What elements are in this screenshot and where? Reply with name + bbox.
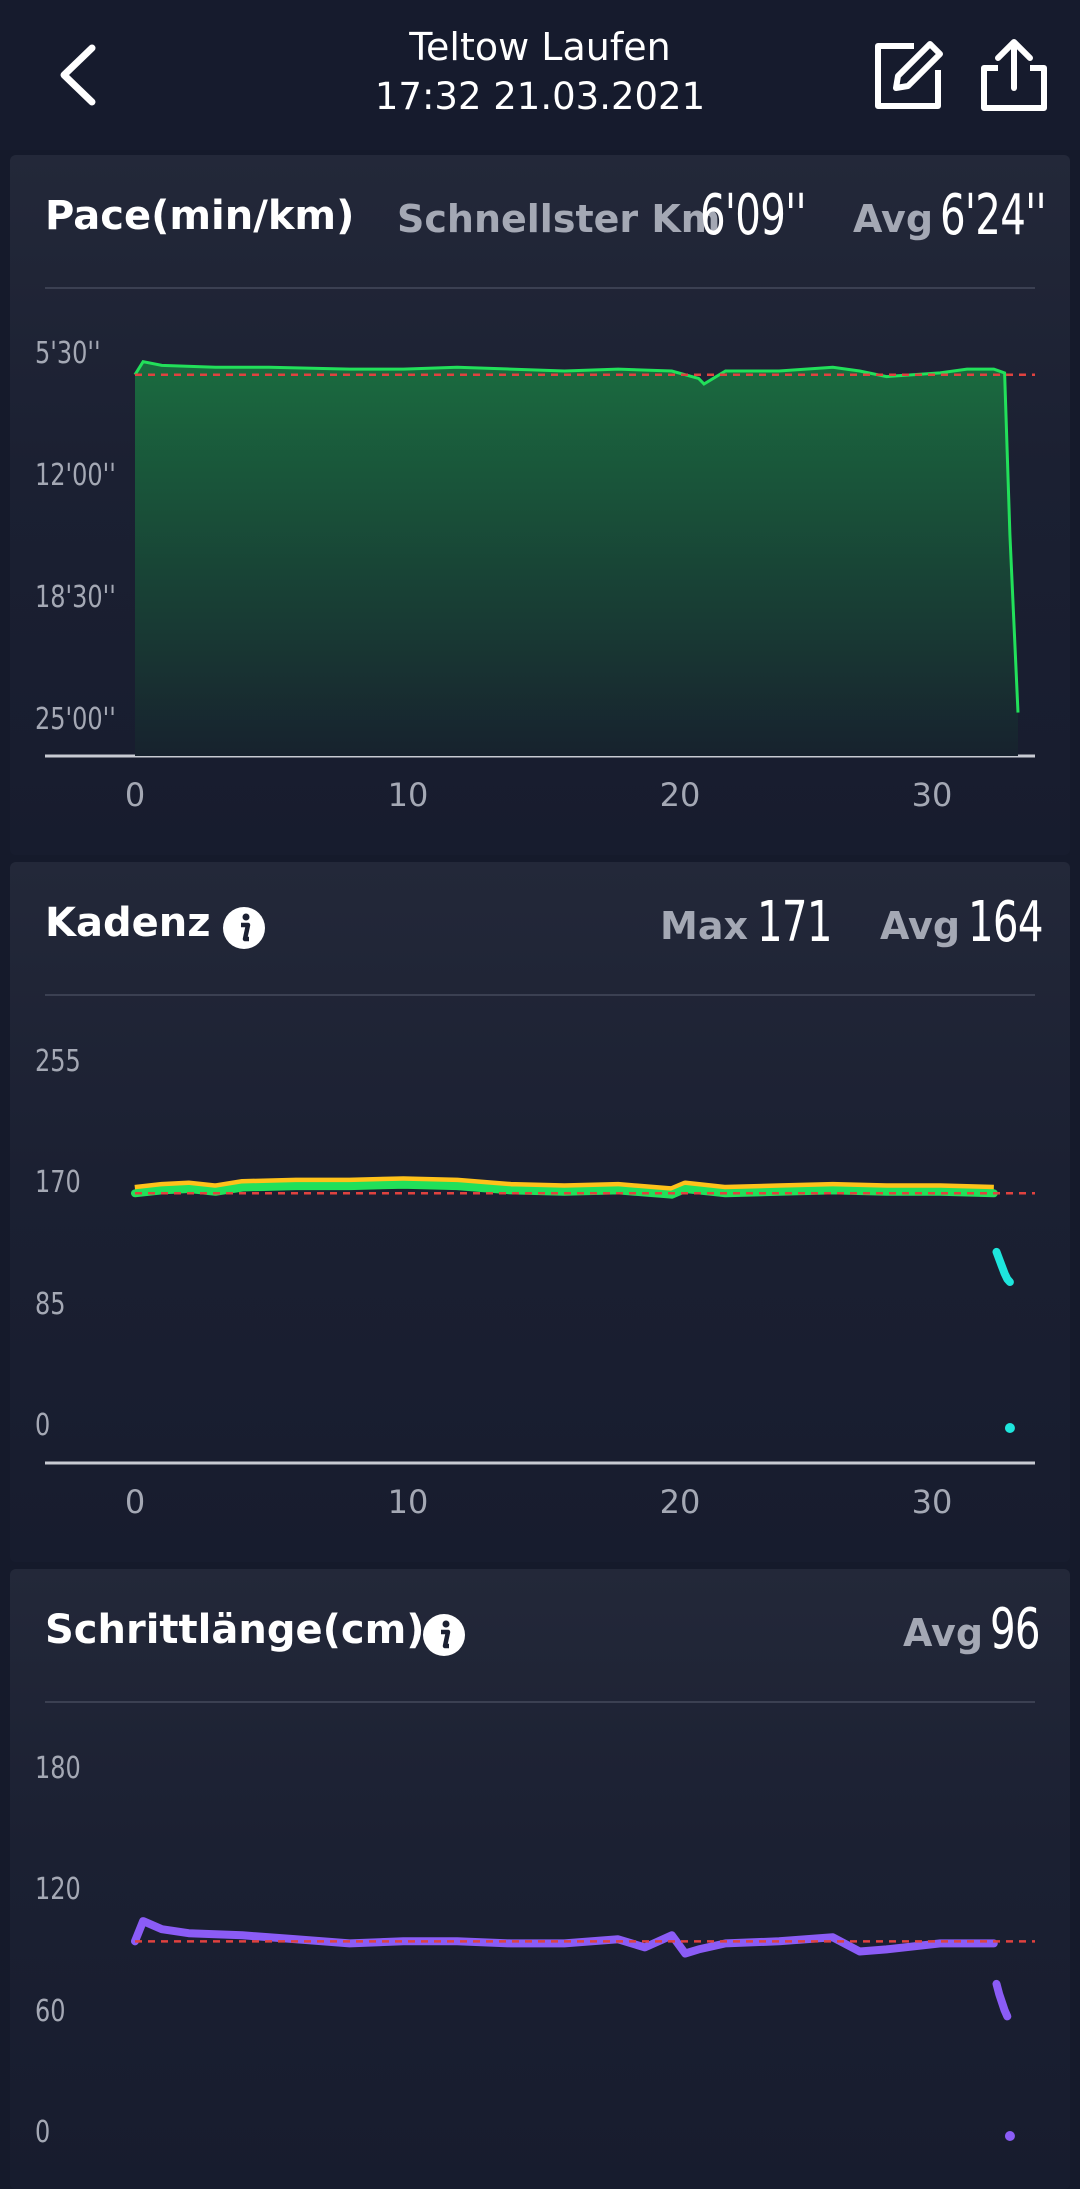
pace-x-tick: 0: [124, 776, 146, 814]
pace-y-tick: 18'30'': [35, 580, 116, 615]
pace-title: Pace(min/km): [45, 193, 355, 239]
cadence-x-tick: 20: [659, 1483, 701, 1521]
cadence-card: Kadenz Max 171 Avg 164: [10, 862, 1070, 1562]
cadence-x-tick: 30: [911, 1483, 953, 1521]
pace-y-tick: 12'00'': [35, 458, 116, 493]
cadence-series-0: [131, 1180, 998, 1199]
pace-y-tick: 25'00'': [35, 702, 116, 737]
stride-y-tick: 120: [35, 1872, 81, 1907]
stride-y-tick: 0: [35, 2115, 51, 2150]
activity-title: Teltow Laufen: [409, 25, 671, 69]
stride-series-1: [992, 1979, 1012, 2021]
pace-x-tick: 10: [387, 776, 429, 814]
activity-datetime: 17:32 21.03.2021: [374, 75, 706, 118]
cadence-max-label: Max: [660, 904, 748, 948]
back-icon[interactable]: [50, 40, 110, 110]
cadence-point: [1004, 1423, 1015, 1433]
pace-x-tick: 30: [911, 776, 953, 814]
cadence-y-tick: 170: [35, 1165, 81, 1200]
info-icon[interactable]: [222, 906, 266, 950]
stride-title: Schrittlänge(cm): [45, 1607, 425, 1653]
cadence-avg-label: Avg: [880, 904, 961, 948]
stride-point: [1004, 2131, 1015, 2141]
cadence-x-tick: 10: [387, 1483, 429, 1521]
pace-line: [133, 360, 1020, 713]
stride-avg-value: 96: [990, 1597, 1041, 1662]
cadence-y-tick: 255: [35, 1044, 81, 1079]
edit-icon[interactable]: [872, 40, 944, 112]
stride-card: Schrittlänge(cm) Avg 96: [10, 1569, 1070, 2189]
cadence-divider: [45, 994, 1035, 996]
pace-avg-label: Avg: [853, 197, 934, 241]
pace-avg-value: 6'24'': [940, 183, 1047, 248]
cadence-avg-value: 164: [968, 890, 1044, 955]
cadence-title: Kadenz: [45, 900, 211, 946]
pace-y-tick: 5'30'': [35, 336, 101, 371]
cadence-max-value: 171: [757, 890, 833, 955]
stride-avg-label: Avg: [903, 1611, 984, 1655]
share-icon[interactable]: [978, 38, 1050, 112]
top-bar: Teltow Laufen 17:32 21.03.2021: [0, 0, 1080, 150]
cadence-series-1: [992, 1247, 1014, 1286]
info-icon[interactable]: [422, 1613, 466, 1657]
pace-x-tick: 20: [659, 776, 701, 814]
cadence-x-tick: 0: [124, 1483, 146, 1521]
cadence-y-tick: 0: [35, 1408, 51, 1443]
stride-divider: [45, 1701, 1035, 1703]
activity-title-block: Teltow Laufen 17:32 21.03.2021: [290, 22, 790, 122]
pace-area: [135, 361, 1018, 756]
pace-divider: [45, 287, 1035, 289]
stride-y-tick: 60: [35, 1994, 66, 2029]
stride-series-0: [131, 1917, 998, 1958]
fastest-km-value: 6'09'': [700, 183, 807, 248]
fastest-km-label: Schnellster Km: [397, 197, 721, 241]
stride-y-tick: 180: [35, 1751, 81, 1786]
cadence-y-tick: 85: [35, 1287, 66, 1322]
